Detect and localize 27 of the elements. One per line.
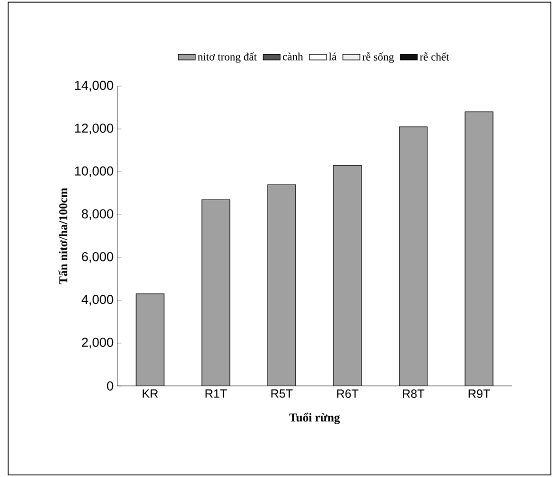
legend-label: cành: [282, 52, 303, 60]
legend-label: rễ sống: [362, 52, 394, 63]
x-tick-label: R1T: [206, 389, 227, 398]
x-tick-label: R6T: [337, 389, 358, 398]
bar: [202, 200, 230, 386]
bar: [399, 126, 428, 386]
y-tick-label: 8,000: [82, 209, 114, 220]
legend-label: nitơ trong đất: [198, 52, 257, 63]
y-tick-label: 0: [106, 381, 114, 390]
y-tick-label: 2,000: [82, 338, 114, 348]
bar: [136, 294, 164, 386]
y-axis-title: Tấn nitơ/ha/100cm: [58, 188, 68, 284]
x-tick-label: R8T: [402, 389, 424, 398]
x-tick-label: R5T: [271, 389, 293, 398]
x-axis-title: Tuổi rừng: [289, 412, 340, 424]
legend-label: lá: [328, 52, 336, 60]
bar: [333, 165, 362, 386]
y-tick-label: 10,000: [75, 166, 114, 178]
y-tick-label: 12,000: [75, 124, 114, 134]
x-tick-label: R9T: [468, 389, 490, 398]
y-tick-label: 4,000: [82, 294, 114, 306]
legend-label: rễ chết: [420, 52, 450, 61]
bar: [268, 184, 296, 386]
x-tick-label: KR: [142, 389, 158, 398]
y-tick-label: 6,000: [82, 252, 114, 263]
bar: [464, 112, 494, 386]
y-tick-label: 14,000: [75, 80, 114, 92]
